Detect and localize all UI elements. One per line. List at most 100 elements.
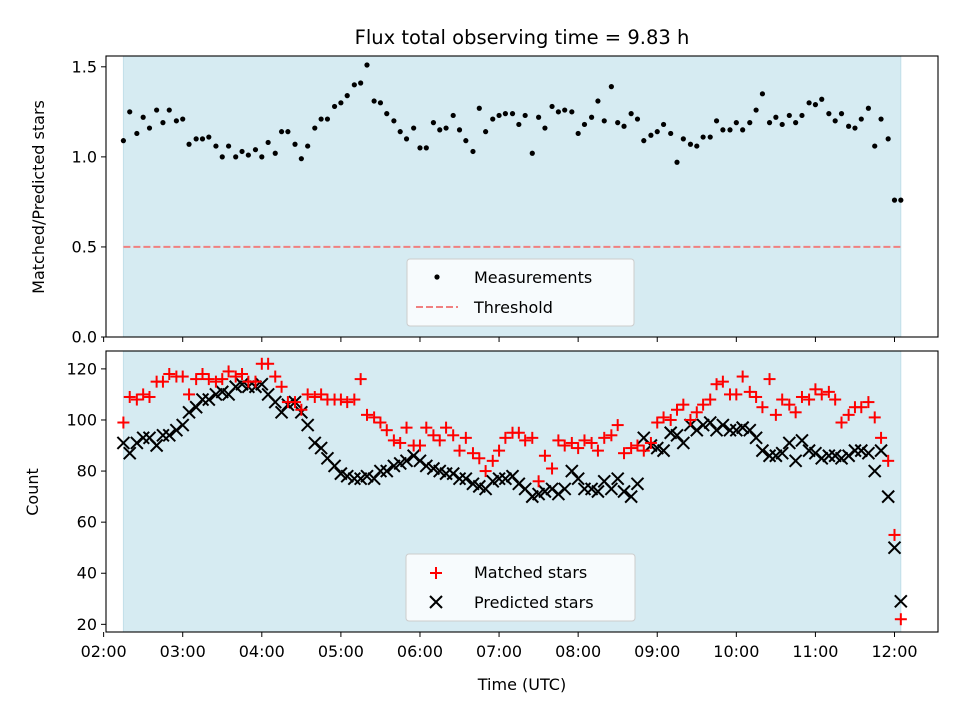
- top-y-tick-label: 0.5: [72, 237, 97, 256]
- predicted-point: [419, 459, 434, 473]
- measurement-point: [285, 129, 291, 135]
- matched-point: [730, 388, 743, 401]
- matched-point: [598, 431, 611, 444]
- predicted-point: [116, 436, 131, 450]
- measurement-point: [371, 98, 377, 104]
- predicted-point: [795, 433, 809, 448]
- matched-point: [677, 398, 690, 411]
- measurement-point: [773, 114, 779, 120]
- predicted-point: [340, 469, 354, 483]
- measurement-point: [740, 127, 746, 133]
- measurement-point: [621, 123, 627, 129]
- predicted-point: [861, 446, 876, 460]
- measurement-point: [391, 118, 397, 124]
- matched-point: [605, 429, 618, 442]
- matched-point: [275, 380, 288, 393]
- matched-point: [894, 613, 907, 626]
- matched-point: [202, 373, 215, 386]
- measurement-point: [727, 127, 733, 133]
- matched-point: [479, 465, 492, 478]
- measurement-point: [364, 62, 370, 68]
- matched-point: [611, 419, 624, 432]
- measurement-point: [713, 118, 720, 124]
- predicted-point: [624, 489, 638, 504]
- matched-point: [222, 365, 235, 378]
- matched-point: [427, 429, 440, 442]
- predicted-point: [202, 392, 216, 407]
- measurement-point: [265, 139, 271, 146]
- measurement-point: [720, 127, 726, 133]
- top-y-axis-label: Matched/Predicted stars: [29, 100, 48, 294]
- measurement-point: [417, 145, 423, 151]
- predicted-point: [255, 377, 269, 391]
- matched-point: [519, 434, 532, 447]
- measurement-point: [127, 109, 133, 115]
- measurement-point: [898, 197, 904, 203]
- predicted-point: [380, 464, 394, 478]
- measurement-point: [779, 121, 785, 128]
- measurement-point: [759, 91, 766, 97]
- measurement-point: [233, 154, 239, 160]
- measurement-point: [634, 116, 641, 122]
- measurement-point: [180, 116, 186, 122]
- measurement-point: [463, 138, 469, 144]
- matched-point: [156, 375, 169, 388]
- bottom-y-tick-label: 60: [77, 513, 97, 532]
- matched-point: [829, 393, 842, 406]
- predicted-point: [749, 431, 763, 445]
- predicted-point: [347, 472, 362, 486]
- matched-point: [558, 439, 571, 452]
- matched-point: [387, 434, 400, 447]
- matched-point: [143, 390, 156, 403]
- bottom-x-tick-label: 08:00: [555, 642, 601, 661]
- matched-point: [380, 424, 393, 437]
- measurement-point: [377, 100, 384, 106]
- predicted-point: [716, 418, 730, 432]
- measurement-point: [430, 120, 437, 126]
- measurement-point: [660, 121, 667, 128]
- matched-point: [697, 398, 710, 411]
- measurement-point: [403, 136, 410, 142]
- legend-matched-label: Matched stars: [474, 563, 587, 582]
- predicted-point: [399, 454, 414, 468]
- measurement-point: [120, 138, 126, 144]
- measurement-point: [193, 136, 199, 142]
- predicted-point: [775, 446, 789, 460]
- matched-point: [552, 434, 565, 447]
- measurement-point: [846, 123, 852, 129]
- matched-point: [664, 413, 677, 426]
- measurement-point: [529, 150, 535, 156]
- predicted-point: [656, 443, 671, 458]
- matched-point: [440, 421, 453, 434]
- predicted-point: [459, 472, 473, 486]
- measurement-point: [687, 141, 694, 147]
- bottom-x-tick-label: 12:00: [871, 642, 917, 661]
- measurement-point: [384, 111, 390, 117]
- predicted-point: [676, 436, 691, 450]
- measurement-point: [826, 111, 832, 117]
- measurement-point: [542, 125, 548, 131]
- measurement-point: [865, 105, 872, 111]
- bottom-x-tick-label: 11:00: [792, 642, 838, 661]
- matched-point: [546, 462, 559, 475]
- matched-point: [368, 411, 381, 424]
- measurement-point: [259, 154, 265, 160]
- measurement-point: [806, 100, 812, 106]
- predicted-point: [868, 464, 882, 478]
- matched-point: [163, 367, 176, 380]
- matched-point: [835, 416, 848, 429]
- predicted-point: [782, 436, 797, 450]
- bottom-y-tick-label: 40: [77, 564, 97, 583]
- bottom-legend-box: [405, 553, 636, 622]
- measurement-point: [581, 121, 588, 128]
- predicted-point: [149, 438, 164, 453]
- matched-point: [585, 436, 598, 449]
- predicted-point: [604, 482, 619, 496]
- legend-measurements-marker: [434, 274, 440, 280]
- measurement-point: [641, 138, 647, 144]
- matched-point: [736, 370, 749, 383]
- top-y-tick-label: 1.0: [72, 147, 97, 166]
- measurement-point: [166, 107, 172, 113]
- measurement-point: [733, 120, 739, 126]
- measurement-point: [351, 82, 357, 88]
